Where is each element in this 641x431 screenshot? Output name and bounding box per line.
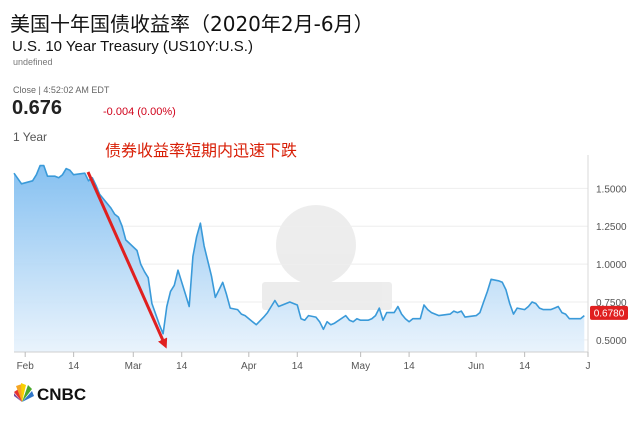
y-tick-label: 0.7500 [596, 298, 627, 309]
watermark-peacock-icon [262, 205, 392, 310]
x-tick-label: 14 [176, 361, 188, 372]
y-tick-label: 1.5000 [596, 184, 627, 195]
x-tick-label: 14 [404, 361, 416, 372]
y-tick-label: 1.0000 [596, 260, 627, 271]
x-tick-label: May [351, 361, 370, 372]
x-tick-label: 14 [68, 361, 80, 372]
y-tick-label: 0.5000 [596, 336, 627, 347]
x-tick-label: Jun [468, 361, 484, 372]
headline: 美国十年国债收益率（2020年2月-6月） [10, 12, 374, 36]
last-price: 0.676 [12, 97, 63, 119]
x-tick-label: Apr [241, 361, 257, 372]
annotation-text: 债券收益率短期内迅速下跌 [105, 141, 298, 160]
x-tick-label: 14 [292, 361, 304, 372]
price-change: -0.004 (0.00%) [103, 106, 176, 118]
x-tick-label: Feb [17, 361, 35, 372]
x-tick-label: Mar [125, 361, 143, 372]
x-tick-label: J [586, 361, 591, 372]
peacock-icon [14, 383, 34, 402]
range-selector[interactable]: 1 Year [13, 130, 48, 144]
last-value-badge: 0.6780 [590, 305, 628, 320]
logo-wordmark: CNBC [37, 385, 86, 404]
close-time: Close | 4:52:02 AM EDT [13, 85, 110, 95]
series-line [13, 164, 585, 335]
y-axis-ticks: 1.5000 1.2500 1.0000 0.7500 0.5000 [596, 184, 627, 347]
last-value-label: 0.6780 [594, 308, 625, 319]
undefined-note: undefined [13, 57, 53, 67]
decline-arrow [86, 171, 168, 349]
x-tick-label: 14 [519, 361, 531, 372]
x-axis-ticks: Feb 14 Mar 14 Apr 14 May 14 Jun 14 J [17, 352, 591, 372]
y-tick-label: 1.2500 [596, 222, 627, 233]
cnbc-logo: CNBC [14, 383, 86, 404]
instrument-name: U.S. 10 Year Treasury (US10Y:U.S.) [12, 38, 253, 55]
